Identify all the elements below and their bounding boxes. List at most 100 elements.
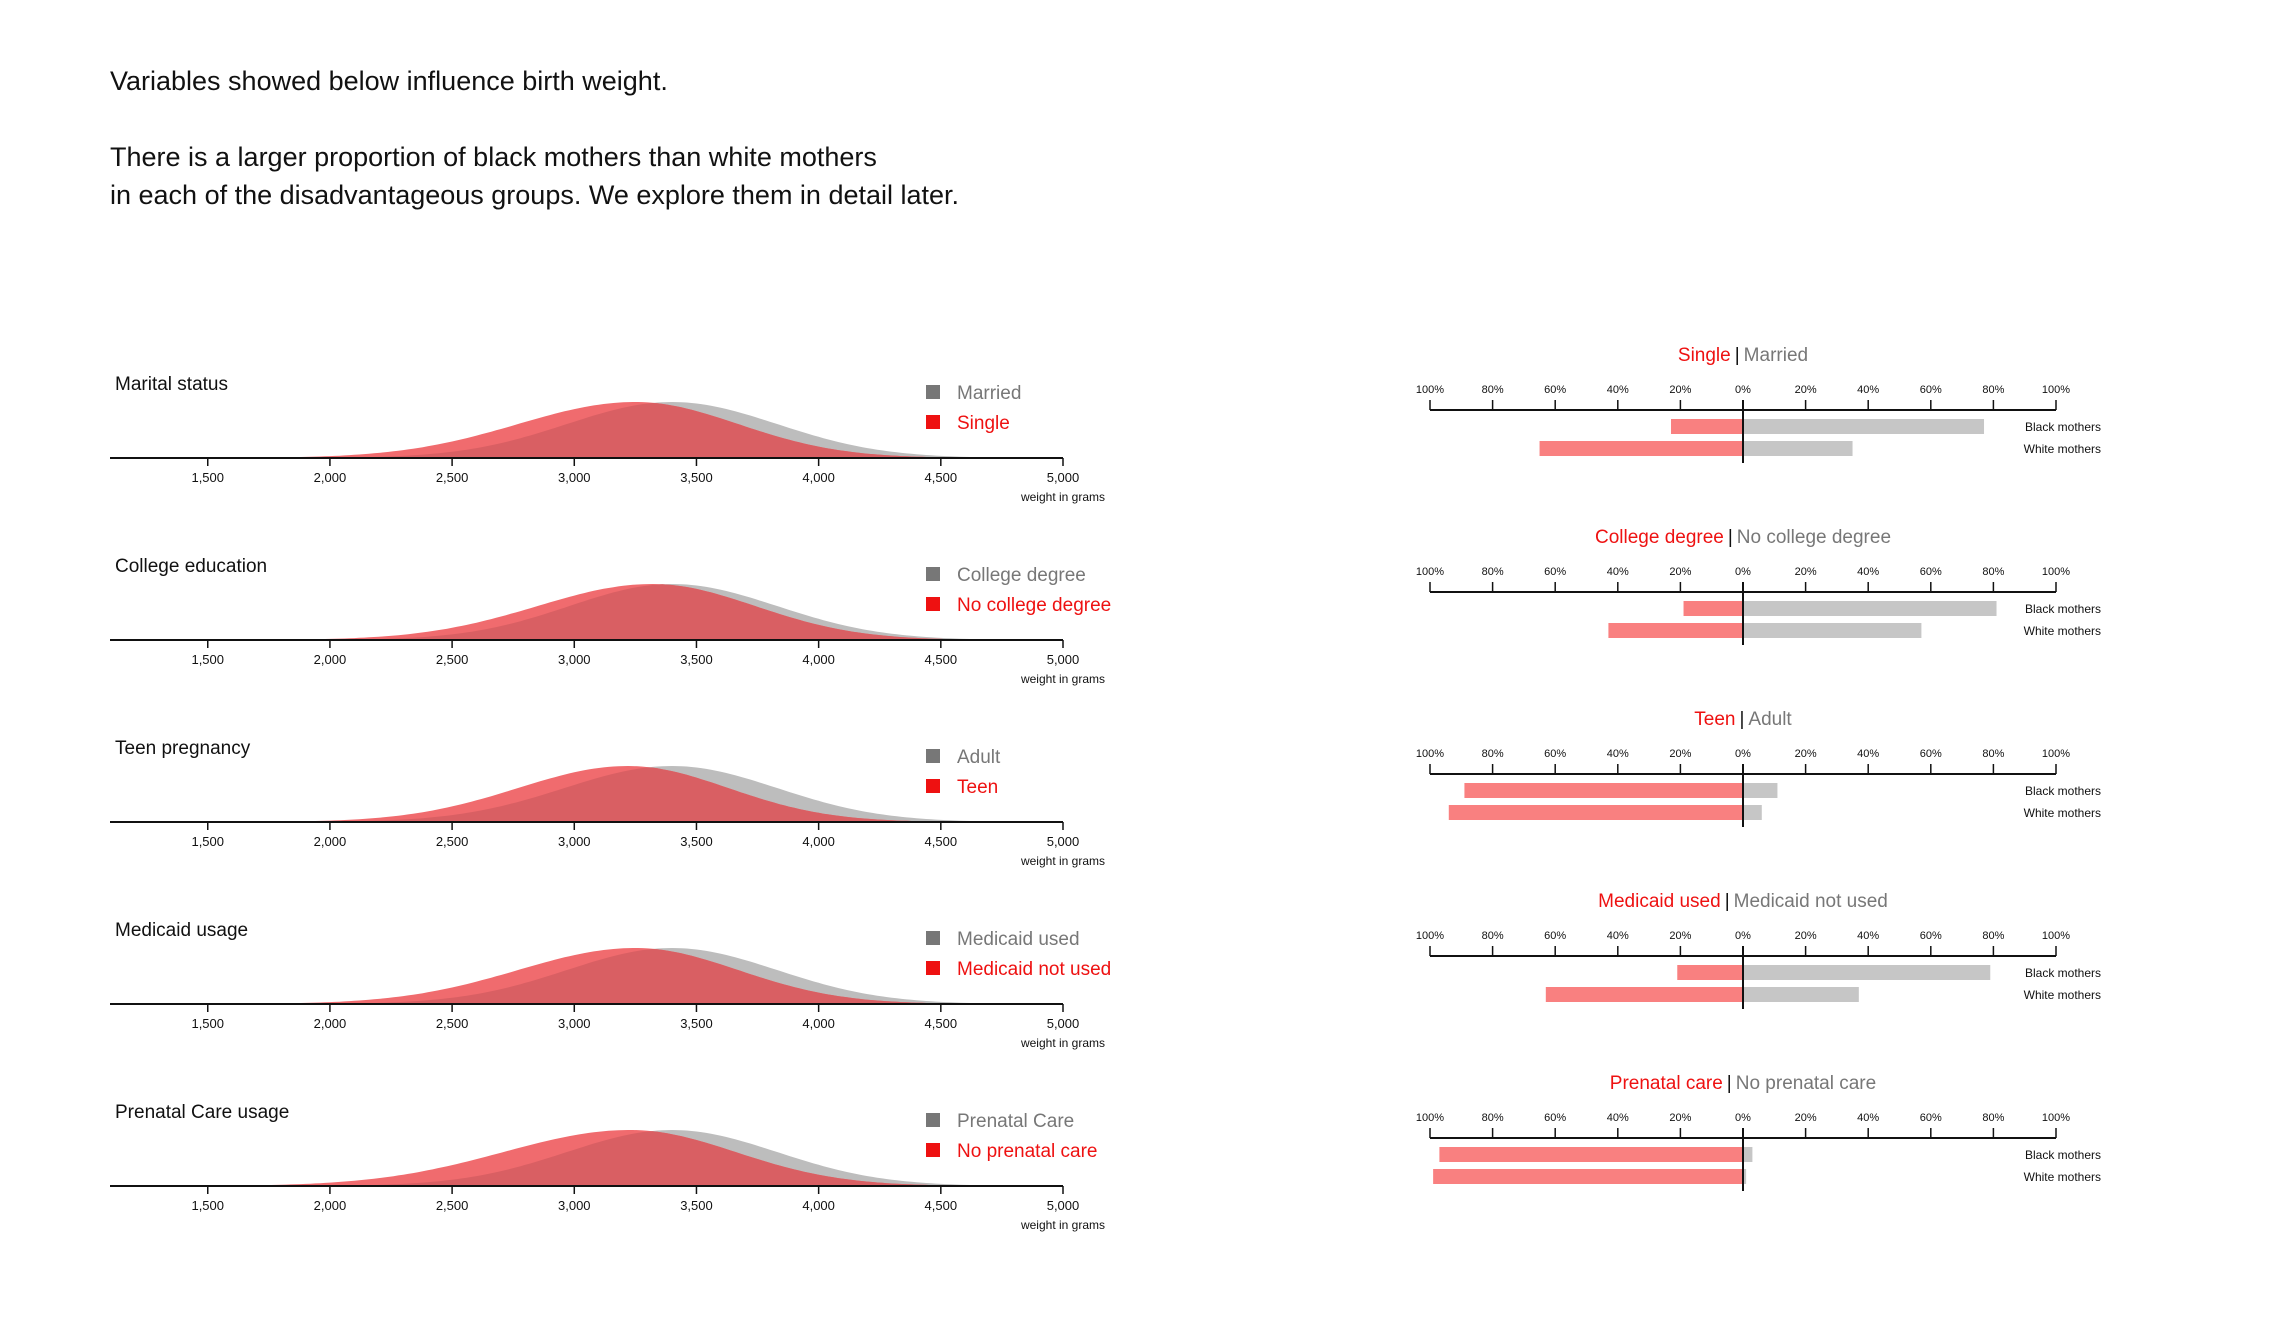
intro-line-2: There is a larger proportion of black mo… xyxy=(110,142,877,172)
title-red-part: Medicaid used xyxy=(1598,891,1721,912)
x-tick-label: 1,500 xyxy=(191,652,224,667)
pct-tick-label: 100% xyxy=(1416,748,1444,760)
legend-label-red: Medicaid not used xyxy=(957,959,1111,980)
pct-tick-label: 100% xyxy=(2042,566,2070,578)
pct-tick-label: 20% xyxy=(1669,748,1691,760)
proportion-chart-title: Prenatal care | No prenatal care xyxy=(1610,1073,1876,1094)
title-separator: | xyxy=(1728,527,1733,548)
title-red-part: Single xyxy=(1678,345,1731,366)
pct-tick-label: 0% xyxy=(1735,1112,1751,1124)
x-axis-label: weight in grams xyxy=(1020,490,1105,504)
legend-swatch-red xyxy=(926,415,940,429)
pct-tick-label: 80% xyxy=(1482,748,1504,760)
x-tick-label: 2,000 xyxy=(314,652,347,667)
proportion-chart-4: Medicaid used | Medicaid not used 100% 80% 60… xyxy=(1416,891,2101,1009)
x-tick-label: 2,000 xyxy=(314,834,347,849)
legend-label-gray: Adult xyxy=(957,747,1001,768)
x-tick-label: 3,000 xyxy=(558,1198,591,1213)
bar-gray-0 xyxy=(1743,1147,1753,1162)
legend-swatch-gray xyxy=(926,931,940,945)
bar-gray-1 xyxy=(1743,987,1859,1002)
proportion-chart-3: Teen | Adult 100% 80% 60% 40% 20% 0% 20% 40% 60% 80%… xyxy=(1416,709,2101,827)
legend-label-red: No prenatal care xyxy=(957,1141,1097,1162)
density-area-overlap xyxy=(110,584,1063,640)
pct-tick-label: 20% xyxy=(1669,566,1691,578)
pct-tick-label: 100% xyxy=(1416,384,1444,396)
bar-gray-1 xyxy=(1743,805,1762,820)
pct-tick-label: 60% xyxy=(1920,1112,1942,1124)
pct-tick-label: 80% xyxy=(1482,1112,1504,1124)
proportion-chart-1: Single | Married 100% 80% 60% 40% 20% 0% 20% 40% 60… xyxy=(1416,345,2101,463)
pct-tick-label: 40% xyxy=(1857,1112,1879,1124)
bar-red-0 xyxy=(1464,783,1743,798)
x-tick-label: 2,500 xyxy=(436,1016,469,1031)
x-tick-label: 4,000 xyxy=(802,652,835,667)
pct-tick-label: 60% xyxy=(1920,930,1942,942)
legend-label-gray: Married xyxy=(957,383,1021,404)
pct-tick-label: 40% xyxy=(1607,1112,1629,1124)
x-tick-label: 2,000 xyxy=(314,470,347,485)
legend-swatch-gray xyxy=(926,1113,940,1127)
pct-tick-label: 60% xyxy=(1920,748,1942,760)
pct-tick-label: 0% xyxy=(1735,384,1751,396)
bar-red-0 xyxy=(1683,601,1743,616)
pct-tick-label: 100% xyxy=(1416,930,1444,942)
bar-gray-0 xyxy=(1743,419,1985,434)
pct-tick-label: 80% xyxy=(1482,930,1504,942)
legend-swatch-gray xyxy=(926,385,940,399)
x-tick-label: 5,000 xyxy=(1047,652,1080,667)
title-red-part: Teen xyxy=(1694,709,1735,730)
density-area-overlap xyxy=(110,949,1063,1004)
title-gray-part: Medicaid not used xyxy=(1734,891,1888,912)
x-tick-label: 4,000 xyxy=(802,834,835,849)
proportion-chart-2: College degree | No college degree 100% 80% 6… xyxy=(1416,527,2101,645)
distribution-chart-title: Prenatal Care usage xyxy=(115,1102,289,1123)
category-label: Black mothers xyxy=(2025,966,2101,980)
legend-label-red: Single xyxy=(957,413,1010,434)
x-tick-label: 3,500 xyxy=(680,1198,713,1213)
distribution-chart-4: Medicaid usage 1,500 2,000 2,500 3,000 3,500 4… xyxy=(110,920,1111,1050)
category-label: White mothers xyxy=(2024,1170,2101,1184)
category-label: White mothers xyxy=(2024,988,2101,1002)
pct-tick-label: 80% xyxy=(1982,1112,2004,1124)
pct-tick-label: 60% xyxy=(1544,1112,1566,1124)
pct-tick-label: 40% xyxy=(1607,930,1629,942)
pct-tick-label: 20% xyxy=(1795,930,1817,942)
pct-tick-label: 80% xyxy=(1982,566,2004,578)
x-axis-label: weight in grams xyxy=(1020,854,1105,868)
pct-tick-label: 80% xyxy=(1982,384,2004,396)
pct-tick-label: 100% xyxy=(2042,1112,2070,1124)
intro-line-3: in each of the disadvantageous groups. W… xyxy=(110,180,960,210)
x-tick-label: 4,000 xyxy=(802,1016,835,1031)
bar-red-0 xyxy=(1671,419,1743,434)
x-axis-label: weight in grams xyxy=(1020,1036,1105,1050)
legend-label-gray: Prenatal Care xyxy=(957,1111,1074,1132)
x-tick-label: 3,500 xyxy=(680,834,713,849)
x-axis-label: weight in grams xyxy=(1020,672,1105,686)
x-tick-label: 5,000 xyxy=(1047,834,1080,849)
category-label: White mothers xyxy=(2024,806,2101,820)
legend-swatch-red xyxy=(926,597,940,611)
title-red-part: College degree xyxy=(1595,527,1724,548)
x-tick-label: 3,500 xyxy=(680,1016,713,1031)
legend-swatch-red xyxy=(926,1143,940,1157)
pct-tick-label: 20% xyxy=(1795,566,1817,578)
legend-label-gray: College degree xyxy=(957,565,1086,586)
x-tick-label: 2,500 xyxy=(436,470,469,485)
x-tick-label: 2,500 xyxy=(436,834,469,849)
pct-tick-label: 60% xyxy=(1544,384,1566,396)
density-area-overlap xyxy=(110,1131,1063,1186)
category-label: Black mothers xyxy=(2025,420,2101,434)
bar-gray-0 xyxy=(1743,783,1778,798)
x-tick-label: 3,500 xyxy=(680,652,713,667)
pct-tick-label: 100% xyxy=(2042,748,2070,760)
x-tick-label: 1,500 xyxy=(191,1016,224,1031)
category-label: Black mothers xyxy=(2025,784,2101,798)
bar-red-0 xyxy=(1677,965,1743,980)
pct-tick-label: 40% xyxy=(1607,384,1629,396)
title-separator: | xyxy=(1739,709,1744,730)
x-tick-label: 3,500 xyxy=(680,470,713,485)
x-tick-label: 2,000 xyxy=(314,1198,347,1213)
